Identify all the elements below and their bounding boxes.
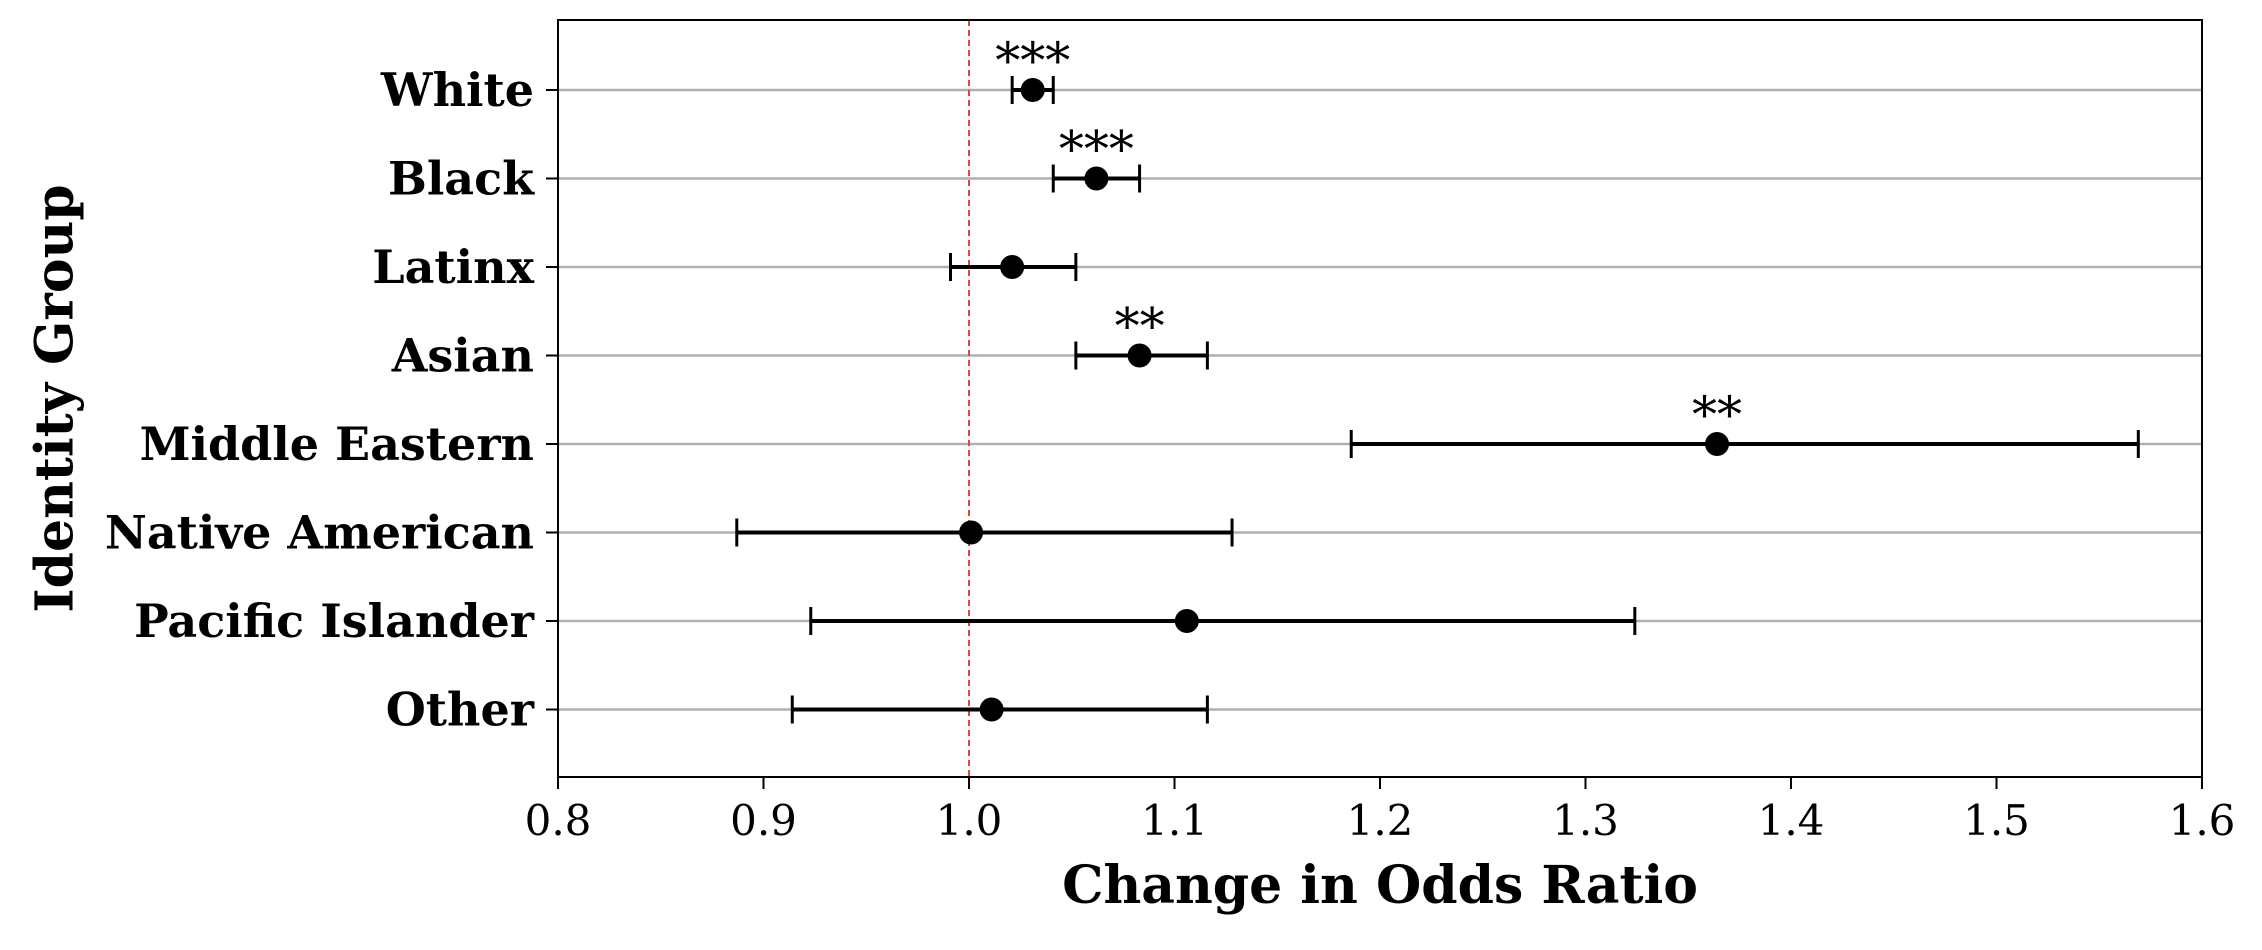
y-tick-label: Latinx: [372, 240, 534, 294]
significance-label: **: [1115, 298, 1165, 356]
x-tick-label: 0.9: [730, 796, 797, 845]
significance-label: ***: [1059, 121, 1134, 179]
x-axis-title: Change in Odds Ratio: [1062, 855, 1698, 916]
data-point: [1000, 255, 1025, 279]
y-tick-label: Asian: [391, 329, 534, 383]
data-point: [1020, 78, 1045, 102]
data-point: [1127, 343, 1152, 368]
x-tick-label: 1.0: [936, 796, 1003, 845]
y-tick-label: Native American: [105, 506, 534, 560]
y-tick-label: Middle Eastern: [140, 417, 534, 471]
x-tick-label: 1.6: [2169, 796, 2236, 845]
y-tick-label: White: [380, 63, 534, 117]
y-tick-label: Black: [388, 152, 535, 206]
plot-frame: [557, 19, 2203, 778]
y-axis-title: Identity Group: [25, 184, 86, 612]
x-tick-label: 1.2: [1347, 796, 1414, 845]
data-point: [1705, 432, 1730, 456]
data-point: [959, 520, 984, 545]
significance-label: **: [1692, 386, 1742, 444]
x-tick-label: 1.3: [1552, 796, 1619, 845]
data-point: [979, 697, 1004, 722]
x-tick-label: 1.5: [1963, 796, 2030, 845]
data-point: [1084, 166, 1109, 191]
x-tick-label: 1.4: [1758, 796, 1825, 845]
x-tick-label: 0.8: [525, 796, 592, 845]
y-tick-label: Pacific Islander: [134, 594, 535, 648]
significance-label: ***: [995, 32, 1070, 90]
x-tick-label: 1.1: [1141, 796, 1208, 845]
data-point: [1174, 609, 1199, 633]
y-tick-label: Other: [386, 683, 535, 737]
